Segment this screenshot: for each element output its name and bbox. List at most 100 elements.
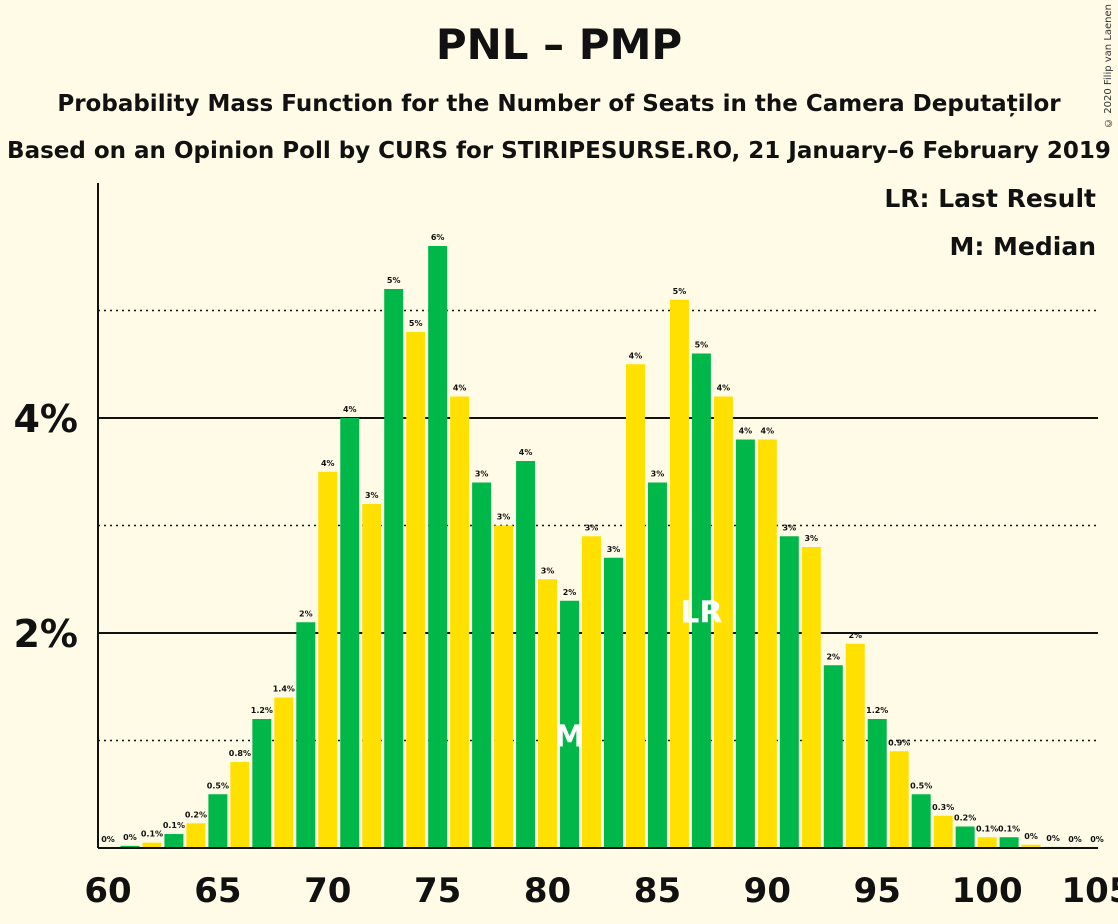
x-tick-label-100: 100: [952, 871, 1023, 911]
markers-group: M LR: [555, 596, 723, 755]
bar-label-seat-68: 1.4%: [273, 685, 295, 694]
bar-label-seat-105: 0%: [1090, 835, 1104, 844]
bar-seat-84: [625, 364, 645, 848]
bar-seat-83: [603, 557, 623, 848]
bar-seat-77: [472, 482, 492, 848]
bar-seat-81: [560, 600, 580, 848]
bar-label-seat-72: 3%: [365, 491, 379, 500]
x-tick-label-80: 80: [524, 871, 571, 911]
bar-seat-87: [691, 353, 711, 848]
bar-label-seat-73: 5%: [387, 276, 401, 285]
bar-label-seat-98: 0.3%: [932, 803, 954, 812]
bar-label-seat-79: 4%: [519, 448, 533, 457]
bar-label-seat-76: 4%: [453, 384, 467, 393]
bar-label-seat-89: 4%: [739, 427, 753, 436]
bar-label-seat-80: 3%: [541, 566, 555, 575]
bar-seat-98: [933, 815, 953, 848]
bar-seat-86: [669, 299, 689, 848]
bar-seat-97: [911, 794, 931, 848]
bar-label-seat-84: 4%: [629, 351, 643, 360]
bar-label-seat-60: 0%: [101, 835, 115, 844]
bar-seat-91: [779, 536, 799, 848]
bar-seat-95: [867, 719, 887, 848]
axes-group: 2% 4% 60 65 70 75 80 85 90 95 100 105: [13, 183, 1118, 911]
bar-seat-67: [252, 719, 272, 848]
bar-label-seat-86: 5%: [673, 287, 687, 296]
bar-seat-66: [230, 762, 250, 848]
bar-seat-92: [801, 547, 821, 848]
bar-seat-101: [999, 837, 1019, 848]
bar-label-seat-92: 3%: [804, 534, 818, 543]
bar-seat-64: [186, 823, 206, 848]
bar-label-seat-63: 0.1%: [163, 821, 185, 830]
bar-label-seat-75: 6%: [431, 233, 445, 242]
bar-seat-102: [1021, 844, 1041, 848]
bar-seat-99: [955, 826, 975, 848]
last-result-marker: LR: [680, 596, 722, 631]
chart-source: Based on an Opinion Poll by CURS for STI…: [7, 138, 1111, 164]
bar-seat-89: [735, 439, 755, 848]
bar-labels-group: 0% 0% 0.1%0.1%0.2%0.5%0.8%1.2%1.4%2%4%4%3%…: [101, 233, 1104, 844]
x-tick-label-75: 75: [414, 871, 461, 911]
legend-median: M: Median: [949, 232, 1096, 261]
bar-seat-90: [757, 439, 777, 848]
bar-seat-76: [450, 396, 470, 848]
bar-label-seat-101: 0.1%: [998, 824, 1020, 833]
bar-label-seat-96: 0.9%: [888, 738, 910, 747]
x-tick-label-85: 85: [634, 871, 681, 911]
bar-label-seat-67: 1.2%: [251, 706, 273, 715]
bar-label-seat-78: 3%: [497, 513, 511, 522]
bar-seat-73: [384, 289, 404, 848]
bar-label-seat-99: 0.2%: [954, 814, 976, 823]
bar-seat-69: [296, 622, 316, 848]
bar-label-seat-65: 0.5%: [207, 781, 229, 790]
bar-seat-71: [340, 418, 360, 848]
bar-label-seat-93: 2%: [826, 652, 840, 661]
bar-seat-94: [845, 643, 865, 848]
bar-label-seat-85: 3%: [651, 470, 665, 479]
bar-label-seat-61: 0%: [123, 833, 137, 842]
bar-seat-74: [406, 332, 426, 848]
bar-label-seat-81: 2%: [563, 588, 577, 597]
x-tick-label-65: 65: [194, 871, 241, 911]
bar-seat-78: [494, 525, 514, 848]
bar-seat-96: [889, 751, 909, 848]
chart-subtitle: Probability Mass Function for the Number…: [57, 91, 1061, 117]
bar-seat-61: [120, 845, 140, 848]
bar-label-seat-95: 1.2%: [866, 706, 888, 715]
bar-label-seat-82: 3%: [585, 523, 599, 532]
bar-label-seat-71: 4%: [343, 405, 357, 414]
bar-label-seat-66: 0.8%: [229, 749, 251, 758]
bar-label-seat-91: 3%: [783, 523, 797, 532]
bar-seat-100: [977, 837, 997, 848]
bars-group: [120, 246, 1063, 848]
bar-label-seat-102: 0%: [1024, 832, 1038, 841]
median-marker: M: [555, 719, 585, 754]
bar-seat-79: [516, 461, 536, 848]
x-tick-label-95: 95: [854, 871, 901, 911]
y-tick-label-2: 2%: [13, 612, 78, 656]
x-tick-label-105: 105: [1062, 871, 1118, 911]
bar-label-seat-87: 5%: [695, 341, 709, 350]
bar-seat-80: [538, 579, 558, 848]
bar-seat-65: [208, 794, 228, 848]
bar-seat-63: [164, 834, 184, 848]
bar-label-seat-90: 4%: [761, 427, 775, 436]
bar-label-seat-103: 0%: [1046, 834, 1060, 843]
bar-label-seat-97: 0.5%: [910, 781, 932, 790]
bar-label-seat-83: 3%: [607, 545, 621, 554]
bar-seat-62: [142, 842, 162, 848]
bar-label-seat-77: 3%: [475, 470, 489, 479]
bar-seat-82: [582, 536, 602, 848]
x-tick-label-60: 60: [84, 871, 131, 911]
legend-last-result: LR: Last Result: [884, 184, 1096, 213]
bar-label-seat-70: 4%: [321, 459, 335, 468]
bar-label-seat-69: 2%: [299, 609, 313, 618]
x-tick-label-90: 90: [744, 871, 791, 911]
bar-label-seat-64: 0.2%: [185, 810, 207, 819]
bar-label-seat-94: 2%: [848, 631, 862, 640]
y-tick-label-4: 4%: [13, 397, 78, 441]
bar-label-seat-74: 5%: [409, 319, 423, 328]
bar-seat-68: [274, 697, 294, 848]
bar-seat-85: [647, 482, 667, 848]
